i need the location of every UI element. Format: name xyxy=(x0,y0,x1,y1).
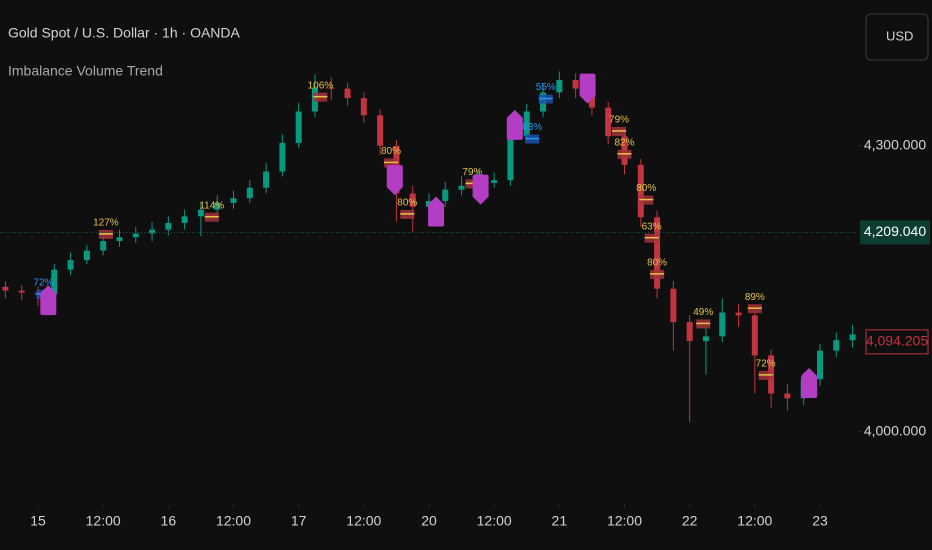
price-label: 4,094.205 xyxy=(866,333,928,349)
imbalance-label: 72% xyxy=(756,359,776,370)
candle-body xyxy=(719,312,726,337)
candle-body xyxy=(116,237,123,242)
x-tick-label: 12:00 xyxy=(737,513,772,529)
indicator-name: Imbalance Volume Trend xyxy=(8,63,163,79)
candle-body xyxy=(605,107,612,137)
x-tick-label: 15 xyxy=(30,513,46,529)
candle-body xyxy=(100,241,107,251)
candle-body xyxy=(197,209,204,217)
signal-marker xyxy=(472,174,489,205)
candle-body xyxy=(328,87,335,89)
price-label: 4,209.040 xyxy=(864,223,926,239)
x-tick-label: 23 xyxy=(812,513,828,529)
candle-body xyxy=(295,111,302,143)
candle-body xyxy=(702,336,709,342)
imbalance-label: 83% xyxy=(522,122,542,133)
imbalance-label: 79% xyxy=(462,167,482,178)
imbalance-label: 89% xyxy=(745,292,765,303)
imbalance-label: 79% xyxy=(609,115,629,126)
candle-body xyxy=(18,290,25,293)
price-label-box xyxy=(860,220,930,245)
candle-body xyxy=(654,217,661,289)
candle-body xyxy=(637,164,644,218)
x-tick-label: 12:00 xyxy=(607,513,642,529)
candle-body xyxy=(67,260,74,270)
candle-body xyxy=(458,185,465,190)
candle-body xyxy=(670,288,677,323)
imbalance-label: 80% xyxy=(397,197,417,208)
x-tick-label: 12:00 xyxy=(346,513,381,529)
currency-label[interactable]: USD xyxy=(886,28,913,43)
x-tick-label: 17 xyxy=(291,513,307,529)
candle-body xyxy=(556,80,563,93)
x-tick-label: 20 xyxy=(421,513,437,529)
candle-body xyxy=(833,340,840,351)
x-tick-label: 12:00 xyxy=(216,513,251,529)
candle-body xyxy=(442,189,449,202)
x-tick-label: 16 xyxy=(161,513,177,529)
imbalance-label: 114% xyxy=(199,200,224,211)
candle-body xyxy=(360,98,367,116)
signal-marker xyxy=(506,109,523,140)
candle-body xyxy=(246,187,253,199)
imbalance-label: 80% xyxy=(636,183,656,194)
y-tick-label: 4,300.000 xyxy=(864,136,926,152)
candle-body xyxy=(230,198,237,203)
x-tick-label: 22 xyxy=(682,513,698,529)
candle-body xyxy=(214,202,221,210)
signal-marker xyxy=(428,196,445,227)
candle-body xyxy=(816,350,823,380)
candle-body xyxy=(409,193,416,207)
candle-body xyxy=(849,334,856,341)
price-label-box xyxy=(865,329,929,355)
imbalance-label: 106% xyxy=(308,80,334,91)
candle-body xyxy=(751,315,758,356)
candle-body xyxy=(523,111,530,137)
signal-marker xyxy=(579,73,596,104)
signal-marker xyxy=(801,368,818,399)
candle-body xyxy=(181,216,188,223)
candle-body xyxy=(132,233,139,238)
signal-marker xyxy=(386,165,403,196)
candle-body xyxy=(377,115,384,146)
candle-body xyxy=(165,222,172,230)
x-tick-label: 12:00 xyxy=(86,513,121,529)
candle-body xyxy=(686,322,693,342)
x-tick-label: 21 xyxy=(552,513,568,529)
candle-body xyxy=(2,286,9,291)
imbalance-label: 80% xyxy=(647,258,667,269)
imbalance-label: 72% xyxy=(33,278,53,289)
imbalance-label: 127% xyxy=(93,218,119,229)
imbalance-label: 63% xyxy=(642,221,662,232)
x-tick-label: 12:00 xyxy=(477,513,512,529)
y-tick-label: 4,000.000 xyxy=(864,422,926,438)
candle-body xyxy=(572,80,579,89)
candle-body xyxy=(279,142,286,172)
candle-body xyxy=(263,171,270,188)
currency-button[interactable] xyxy=(865,13,929,61)
candle-body xyxy=(51,269,58,295)
signal-marker xyxy=(40,285,57,316)
candle-body xyxy=(83,250,90,261)
candle-body xyxy=(149,229,156,234)
imbalance-label: 82% xyxy=(614,137,634,148)
imbalance-label: 80% xyxy=(381,146,401,157)
candle-body xyxy=(491,180,498,183)
chart-title: Gold Spot / U.S. Dollar · 1h · OANDA xyxy=(8,25,241,41)
candle-body xyxy=(784,393,791,399)
candle-body xyxy=(735,312,742,316)
candle-body xyxy=(344,88,351,99)
imbalance-label: 55% xyxy=(536,82,556,93)
imbalance-label: 49% xyxy=(693,307,713,318)
candle-body xyxy=(507,136,514,181)
